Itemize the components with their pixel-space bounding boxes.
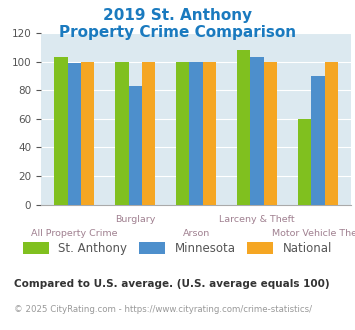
- Bar: [203, 62, 216, 205]
- Bar: [311, 76, 325, 205]
- Bar: [142, 62, 155, 205]
- Bar: [250, 57, 264, 205]
- Text: Property Crime Comparison: Property Crime Comparison: [59, 25, 296, 40]
- Legend: St. Anthony, Minnesota, National: St. Anthony, Minnesota, National: [18, 237, 337, 259]
- Bar: [129, 86, 142, 205]
- Bar: [176, 62, 190, 205]
- Text: Motor Vehicle Theft: Motor Vehicle Theft: [272, 229, 355, 238]
- Text: Compared to U.S. average. (U.S. average equals 100): Compared to U.S. average. (U.S. average …: [14, 279, 330, 289]
- Text: Larceny & Theft: Larceny & Theft: [219, 214, 295, 223]
- Text: Arson: Arson: [182, 229, 210, 238]
- Bar: [54, 57, 67, 205]
- Bar: [190, 62, 203, 205]
- Bar: [298, 119, 311, 205]
- Bar: [67, 63, 81, 205]
- Bar: [237, 50, 250, 205]
- Text: © 2025 CityRating.com - https://www.cityrating.com/crime-statistics/: © 2025 CityRating.com - https://www.city…: [14, 305, 312, 314]
- Bar: [264, 62, 277, 205]
- Bar: [325, 62, 338, 205]
- Text: Burglary: Burglary: [115, 214, 155, 223]
- Bar: [115, 62, 129, 205]
- Text: All Property Crime: All Property Crime: [31, 229, 118, 238]
- Bar: [81, 62, 94, 205]
- Text: 2019 St. Anthony: 2019 St. Anthony: [103, 8, 252, 23]
